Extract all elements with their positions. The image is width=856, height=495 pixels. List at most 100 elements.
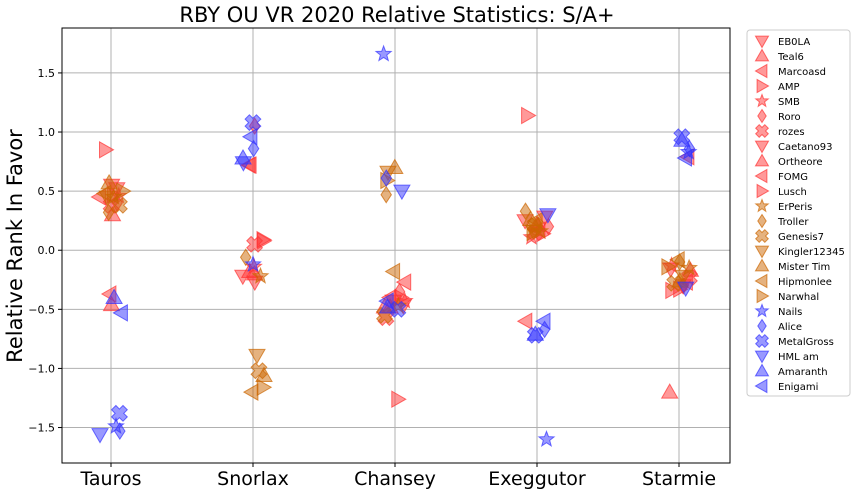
legend-marker (756, 288, 770, 304)
legend-marker (754, 245, 770, 259)
legend-marker (754, 63, 768, 79)
legend-label: Troller (777, 217, 809, 228)
legend-marker (754, 153, 770, 167)
data-point (95, 184, 112, 203)
y-tick-label: 0.0 (38, 244, 56, 257)
legend-label: Alice (778, 322, 802, 333)
legend-label: Lusch (778, 187, 807, 198)
data-point (114, 422, 126, 441)
legend-marker (754, 303, 770, 318)
legend-label: HML am (778, 352, 819, 363)
data-point (256, 230, 273, 249)
data-point (91, 428, 109, 444)
legend-marker (754, 258, 770, 272)
x-tick-label: Exeggutor (488, 468, 586, 490)
data-point (248, 348, 266, 365)
y-tick-label: 1.0 (38, 126, 56, 139)
data-point (676, 281, 695, 298)
plot-frame (61, 27, 731, 464)
legend-marker (757, 108, 767, 124)
legend-label: Amaranth (778, 367, 828, 378)
legend-label: AMP (778, 82, 800, 93)
data-point (374, 44, 393, 62)
legend-label: rozes (778, 127, 805, 138)
data-point (537, 430, 556, 447)
legend-label: Genesis7 (778, 232, 824, 243)
data-point (527, 211, 543, 230)
data-point (391, 390, 407, 409)
data-point (676, 149, 692, 167)
data-point (116, 182, 132, 200)
legend: EB0LA Teal6 Marcoasd AMP SMB Roro rozes Caetano… (746, 29, 851, 397)
legend-label: SMB (778, 97, 800, 108)
data-point (380, 185, 392, 204)
data-points (90, 44, 700, 447)
grid-lines (62, 28, 730, 463)
data-point (244, 254, 262, 273)
legend-marker (754, 363, 770, 377)
legend-marker (754, 273, 768, 289)
data-point (393, 184, 411, 201)
legend-marker (754, 168, 768, 184)
chart-title: RBY OU VR 2020 Relative Statistics: S/A+ (179, 3, 614, 27)
legend-label: Enigami (778, 382, 818, 393)
data-point (519, 202, 532, 221)
legend-marker (754, 198, 770, 213)
data-point (110, 404, 129, 422)
x-tick-label: Starmie (642, 468, 716, 490)
legend-label: MetalGross (778, 337, 834, 348)
legend-label: Ortheore (778, 157, 823, 168)
legend-marker (756, 183, 770, 199)
data-point (521, 106, 537, 125)
axis-ticks: −1.5 −1.0 −0.5 0.0 0.5 1.0 1.5 Tauros Snorlax Cha… (28, 67, 716, 490)
data-point (384, 262, 401, 281)
y-tick-label: 0.5 (38, 185, 56, 198)
data-point (526, 325, 545, 341)
data-point (251, 266, 270, 284)
data-point (105, 288, 123, 304)
data-point (112, 304, 128, 322)
data-point (255, 366, 273, 382)
data-point (516, 312, 533, 331)
legend-marker (754, 228, 770, 244)
legend-marker (757, 318, 767, 334)
data-point (661, 257, 677, 276)
legend-marker (754, 350, 770, 364)
legend-marker (754, 123, 770, 139)
data-point (534, 312, 551, 331)
legend-label: ErPeris (778, 202, 812, 213)
data-point (244, 114, 262, 132)
data-point (395, 273, 412, 291)
legend-marker (756, 78, 770, 94)
data-point (669, 250, 685, 269)
legend-label: Caetano93 (778, 142, 833, 153)
legend-label: Hipmonlee (778, 277, 832, 288)
legend-label: Narwhal (778, 292, 819, 303)
data-point (241, 127, 258, 146)
data-point (526, 223, 543, 242)
legend-marker (754, 35, 770, 49)
legend-label: Roro (778, 112, 801, 123)
x-tick-label: Tauros (79, 468, 141, 490)
legend-label: Mister Tim (778, 262, 830, 273)
legend-label: Teal6 (777, 52, 804, 63)
legend-label: Kingler12345 (778, 247, 845, 258)
data-point (256, 378, 273, 397)
legend-marker (754, 333, 770, 349)
data-point (234, 148, 252, 165)
legend-marker (754, 378, 768, 394)
data-point (380, 169, 393, 188)
legend-marker (754, 140, 770, 154)
legend-marker (757, 213, 767, 229)
legend-marker (754, 93, 770, 108)
legend-label: FOMG (778, 172, 808, 183)
y-tick-label: 1.5 (38, 67, 56, 80)
data-point (378, 292, 394, 310)
legend-label: Nails (778, 307, 802, 318)
legend-box (746, 29, 851, 397)
y-tick-label: −0.5 (28, 303, 55, 316)
data-point (385, 158, 404, 174)
y-tick-label: −1.0 (28, 362, 55, 375)
